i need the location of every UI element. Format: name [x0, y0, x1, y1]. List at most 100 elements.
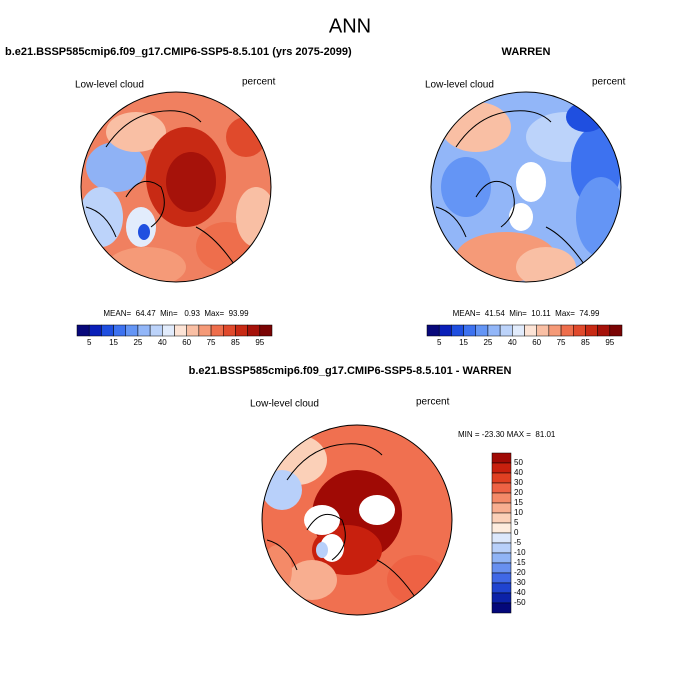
colorbar-label: 40 — [514, 468, 523, 477]
colorbar-box — [548, 324, 562, 337]
map-region — [316, 542, 328, 558]
map-region — [166, 152, 216, 212]
colorbar-label: 60 — [532, 338, 541, 347]
map-region — [441, 157, 491, 217]
map-region — [262, 545, 292, 595]
figure-title: ANN — [329, 15, 371, 37]
map — [81, 92, 271, 282]
colorbar-label: 50 — [514, 458, 523, 467]
colorbar-label: 60 — [182, 338, 191, 347]
colorbar-label: 5 — [437, 338, 442, 347]
map-region — [106, 247, 186, 282]
field-label: Low-level cloud — [250, 399, 319, 410]
colorbar-box — [137, 324, 151, 337]
colorbar-box — [174, 324, 187, 337]
colorbar-label: 85 — [231, 338, 240, 347]
colorbar-label: -10 — [514, 548, 526, 557]
colorbar-label: 75 — [207, 338, 216, 347]
colorbar-box — [491, 572, 512, 584]
map-region — [86, 142, 146, 192]
colorbar-box — [210, 324, 224, 337]
colorbar-box — [451, 324, 464, 337]
colorbar-label: 85 — [581, 338, 590, 347]
colorbar-label: -50 — [514, 598, 526, 607]
colorbar-box — [491, 602, 512, 614]
colorbar-label: 75 — [557, 338, 566, 347]
colorbar-label: -40 — [514, 588, 526, 597]
map-region — [516, 162, 546, 202]
colorbar-label: 15 — [459, 338, 468, 347]
colorbar-box — [491, 562, 512, 574]
colorbar-label: 10 — [514, 508, 523, 517]
colorbar-label: 0 — [514, 528, 519, 537]
colorbar-box — [149, 324, 163, 337]
map-region — [138, 224, 150, 240]
map-region — [387, 555, 447, 605]
colorbar-box — [491, 502, 512, 514]
colorbar-box — [524, 324, 537, 337]
colorbar-box — [560, 324, 574, 337]
colorbar-box — [491, 462, 512, 474]
map-outline — [261, 424, 453, 616]
units-label: percent — [242, 77, 276, 88]
colorbar-box — [491, 532, 512, 544]
colorbar-box — [491, 552, 512, 564]
map-region — [304, 505, 340, 535]
colorbar-label: -5 — [514, 538, 522, 547]
stats: MIN = -23.30 MAX = 81.01 — [458, 430, 556, 439]
colorbar-box — [259, 324, 273, 337]
colorbar-box — [247, 324, 261, 337]
colorbar-label: 95 — [605, 338, 614, 347]
colorbar-box — [491, 522, 512, 534]
colorbar-label: -30 — [514, 578, 526, 587]
colorbar-box — [491, 542, 512, 554]
colorbar-box — [88, 324, 102, 337]
colorbar-box — [463, 324, 476, 337]
colorbar-label: 15 — [109, 338, 118, 347]
colorbar-label: 25 — [483, 338, 492, 347]
map-outline — [430, 91, 622, 283]
panel-title: WARREN — [502, 46, 551, 58]
map-region — [509, 203, 533, 231]
coastline — [435, 110, 587, 268]
map-outline — [80, 91, 272, 283]
colorbar-box — [491, 482, 512, 494]
colorbar-label: 15 — [514, 498, 523, 507]
colorbar-box — [585, 324, 598, 337]
panel-title: b.e21.BSSP585cmip6.f09_g17.CMIP6-SSP5-8.… — [189, 365, 512, 377]
colorbar-box — [491, 492, 512, 504]
field-label: Low-level cloud — [75, 80, 144, 91]
colorbar-box — [491, 512, 512, 524]
colorbar-box — [76, 324, 90, 337]
colorbar-box — [597, 324, 611, 337]
colorbar-box — [426, 324, 440, 337]
colorbar-box — [499, 324, 513, 337]
colorbar-box — [235, 324, 248, 337]
colorbar-label: 30 — [514, 478, 523, 487]
map-region — [287, 560, 337, 600]
colorbar-box — [491, 592, 512, 604]
maps — [80, 91, 622, 616]
coastline — [85, 110, 237, 268]
colorbar-box — [512, 324, 525, 337]
field-label: Low-level cloud — [425, 80, 494, 91]
colorbar-label: 40 — [158, 338, 167, 347]
map-region — [359, 495, 395, 525]
colorbar-box — [491, 452, 512, 464]
colorbar-label: 25 — [133, 338, 142, 347]
colorbar-box — [125, 324, 139, 337]
colorbar-label: -15 — [514, 558, 526, 567]
map-region — [106, 112, 166, 152]
colorbar-box — [186, 324, 200, 337]
map-region — [262, 470, 302, 510]
map — [262, 425, 452, 615]
colorbar-box — [475, 324, 489, 337]
colorbar-label: 95 — [255, 338, 264, 347]
colorbar-label: 5 — [514, 518, 519, 527]
colorbar-box — [536, 324, 550, 337]
colorbar-box — [101, 324, 114, 337]
colorbar-label: 40 — [508, 338, 517, 347]
map-region — [516, 247, 576, 282]
colorbar-box — [162, 324, 175, 337]
